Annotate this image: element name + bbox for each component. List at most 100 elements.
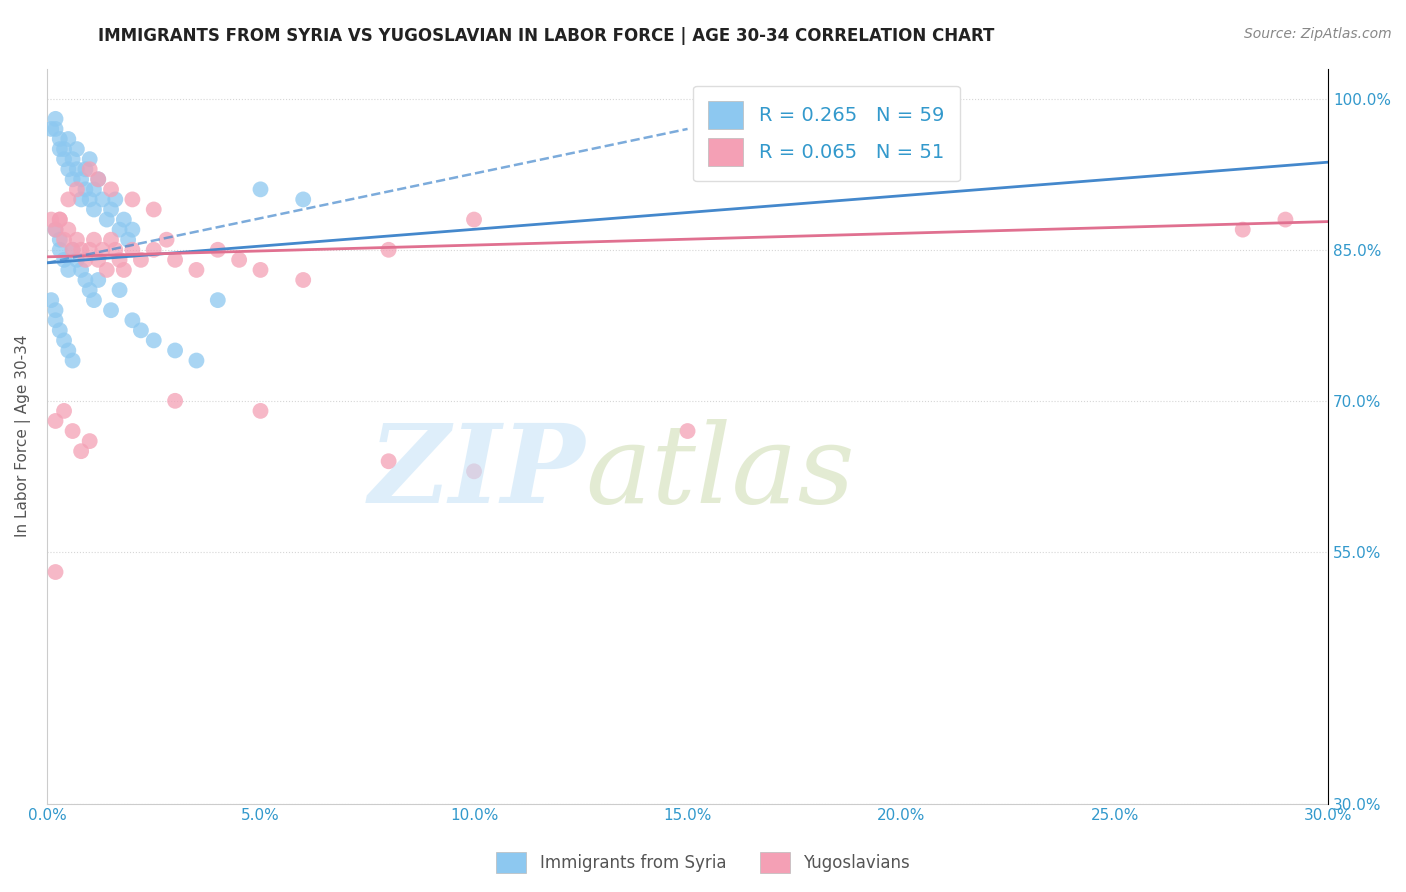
Point [58, 193, 80, 207]
Point [53, 252, 76, 267]
Point [62, 353, 84, 368]
Legend: Immigrants from Syria, Yugoslavians: Immigrants from Syria, Yugoslavians [489, 846, 917, 880]
Point [112, 212, 135, 227]
Point [83, 182, 105, 196]
Point [249, 263, 271, 277]
Point [83, 233, 105, 247]
Point [377, 454, 399, 468]
Y-axis label: In Labor Force | Age 30-34: In Labor Force | Age 30-34 [15, 334, 31, 537]
Point [44, 414, 66, 428]
Point [44, 122, 66, 136]
Point [91, 243, 114, 257]
Point [75, 252, 97, 267]
Text: atlas: atlas [585, 419, 855, 526]
Point [79, 434, 101, 449]
Point [96, 263, 118, 277]
Point [49, 212, 72, 227]
Point [53, 334, 76, 348]
Point [121, 313, 143, 327]
Point [87, 273, 110, 287]
Point [142, 243, 165, 257]
Point [62, 172, 84, 186]
Point [117, 233, 139, 247]
Point [79, 283, 101, 297]
Point [62, 243, 84, 257]
Point [83, 293, 105, 307]
Point [66, 142, 89, 156]
Point [108, 222, 131, 236]
Point [129, 323, 152, 337]
Point [66, 252, 89, 267]
Point [249, 404, 271, 418]
Point [87, 252, 110, 267]
Point [79, 152, 101, 166]
Point [49, 233, 72, 247]
Point [58, 132, 80, 146]
Point [186, 353, 208, 368]
Point [62, 152, 84, 166]
Point [676, 424, 699, 438]
Point [49, 323, 72, 337]
Point [463, 212, 485, 227]
Point [121, 193, 143, 207]
Point [87, 172, 110, 186]
Point [58, 162, 80, 177]
Point [112, 263, 135, 277]
Point [121, 222, 143, 236]
Point [44, 313, 66, 327]
Point [155, 233, 177, 247]
Point [165, 393, 187, 408]
Point [53, 142, 76, 156]
Point [44, 222, 66, 236]
Text: Source: ZipAtlas.com: Source: ZipAtlas.com [1244, 27, 1392, 41]
Point [58, 343, 80, 358]
Point [249, 182, 271, 196]
Point [100, 233, 122, 247]
Point [53, 404, 76, 418]
Point [62, 243, 84, 257]
Text: ZIP: ZIP [368, 419, 585, 526]
Point [58, 263, 80, 277]
Point [44, 112, 66, 126]
Text: IMMIGRANTS FROM SYRIA VS YUGOSLAVIAN IN LABOR FORCE | AGE 30-34 CORRELATION CHAR: IMMIGRANTS FROM SYRIA VS YUGOSLAVIAN IN … [98, 27, 995, 45]
Point [83, 202, 105, 217]
Point [49, 142, 72, 156]
Point [463, 464, 485, 478]
Point [79, 162, 101, 177]
Point [1274, 212, 1296, 227]
Point [108, 252, 131, 267]
Point [62, 424, 84, 438]
Point [75, 273, 97, 287]
Point [44, 303, 66, 318]
Point [70, 243, 93, 257]
Point [100, 303, 122, 318]
Point [100, 202, 122, 217]
Point [75, 182, 97, 196]
Point [96, 212, 118, 227]
Point [49, 243, 72, 257]
Point [1232, 222, 1254, 236]
Point [207, 293, 229, 307]
Point [121, 243, 143, 257]
Legend: R = 0.265   N = 59, R = 0.065   N = 51: R = 0.265 N = 59, R = 0.065 N = 51 [693, 86, 960, 181]
Point [75, 162, 97, 177]
Point [104, 193, 127, 207]
Point [129, 252, 152, 267]
Point [79, 193, 101, 207]
Point [142, 202, 165, 217]
Point [58, 222, 80, 236]
Point [87, 172, 110, 186]
Point [44, 222, 66, 236]
Point [104, 243, 127, 257]
Point [165, 252, 187, 267]
Point [142, 334, 165, 348]
Point [377, 243, 399, 257]
Point [53, 233, 76, 247]
Point [108, 283, 131, 297]
Point [70, 193, 93, 207]
Point [100, 182, 122, 196]
Point [292, 273, 315, 287]
Point [66, 182, 89, 196]
Point [53, 152, 76, 166]
Point [49, 132, 72, 146]
